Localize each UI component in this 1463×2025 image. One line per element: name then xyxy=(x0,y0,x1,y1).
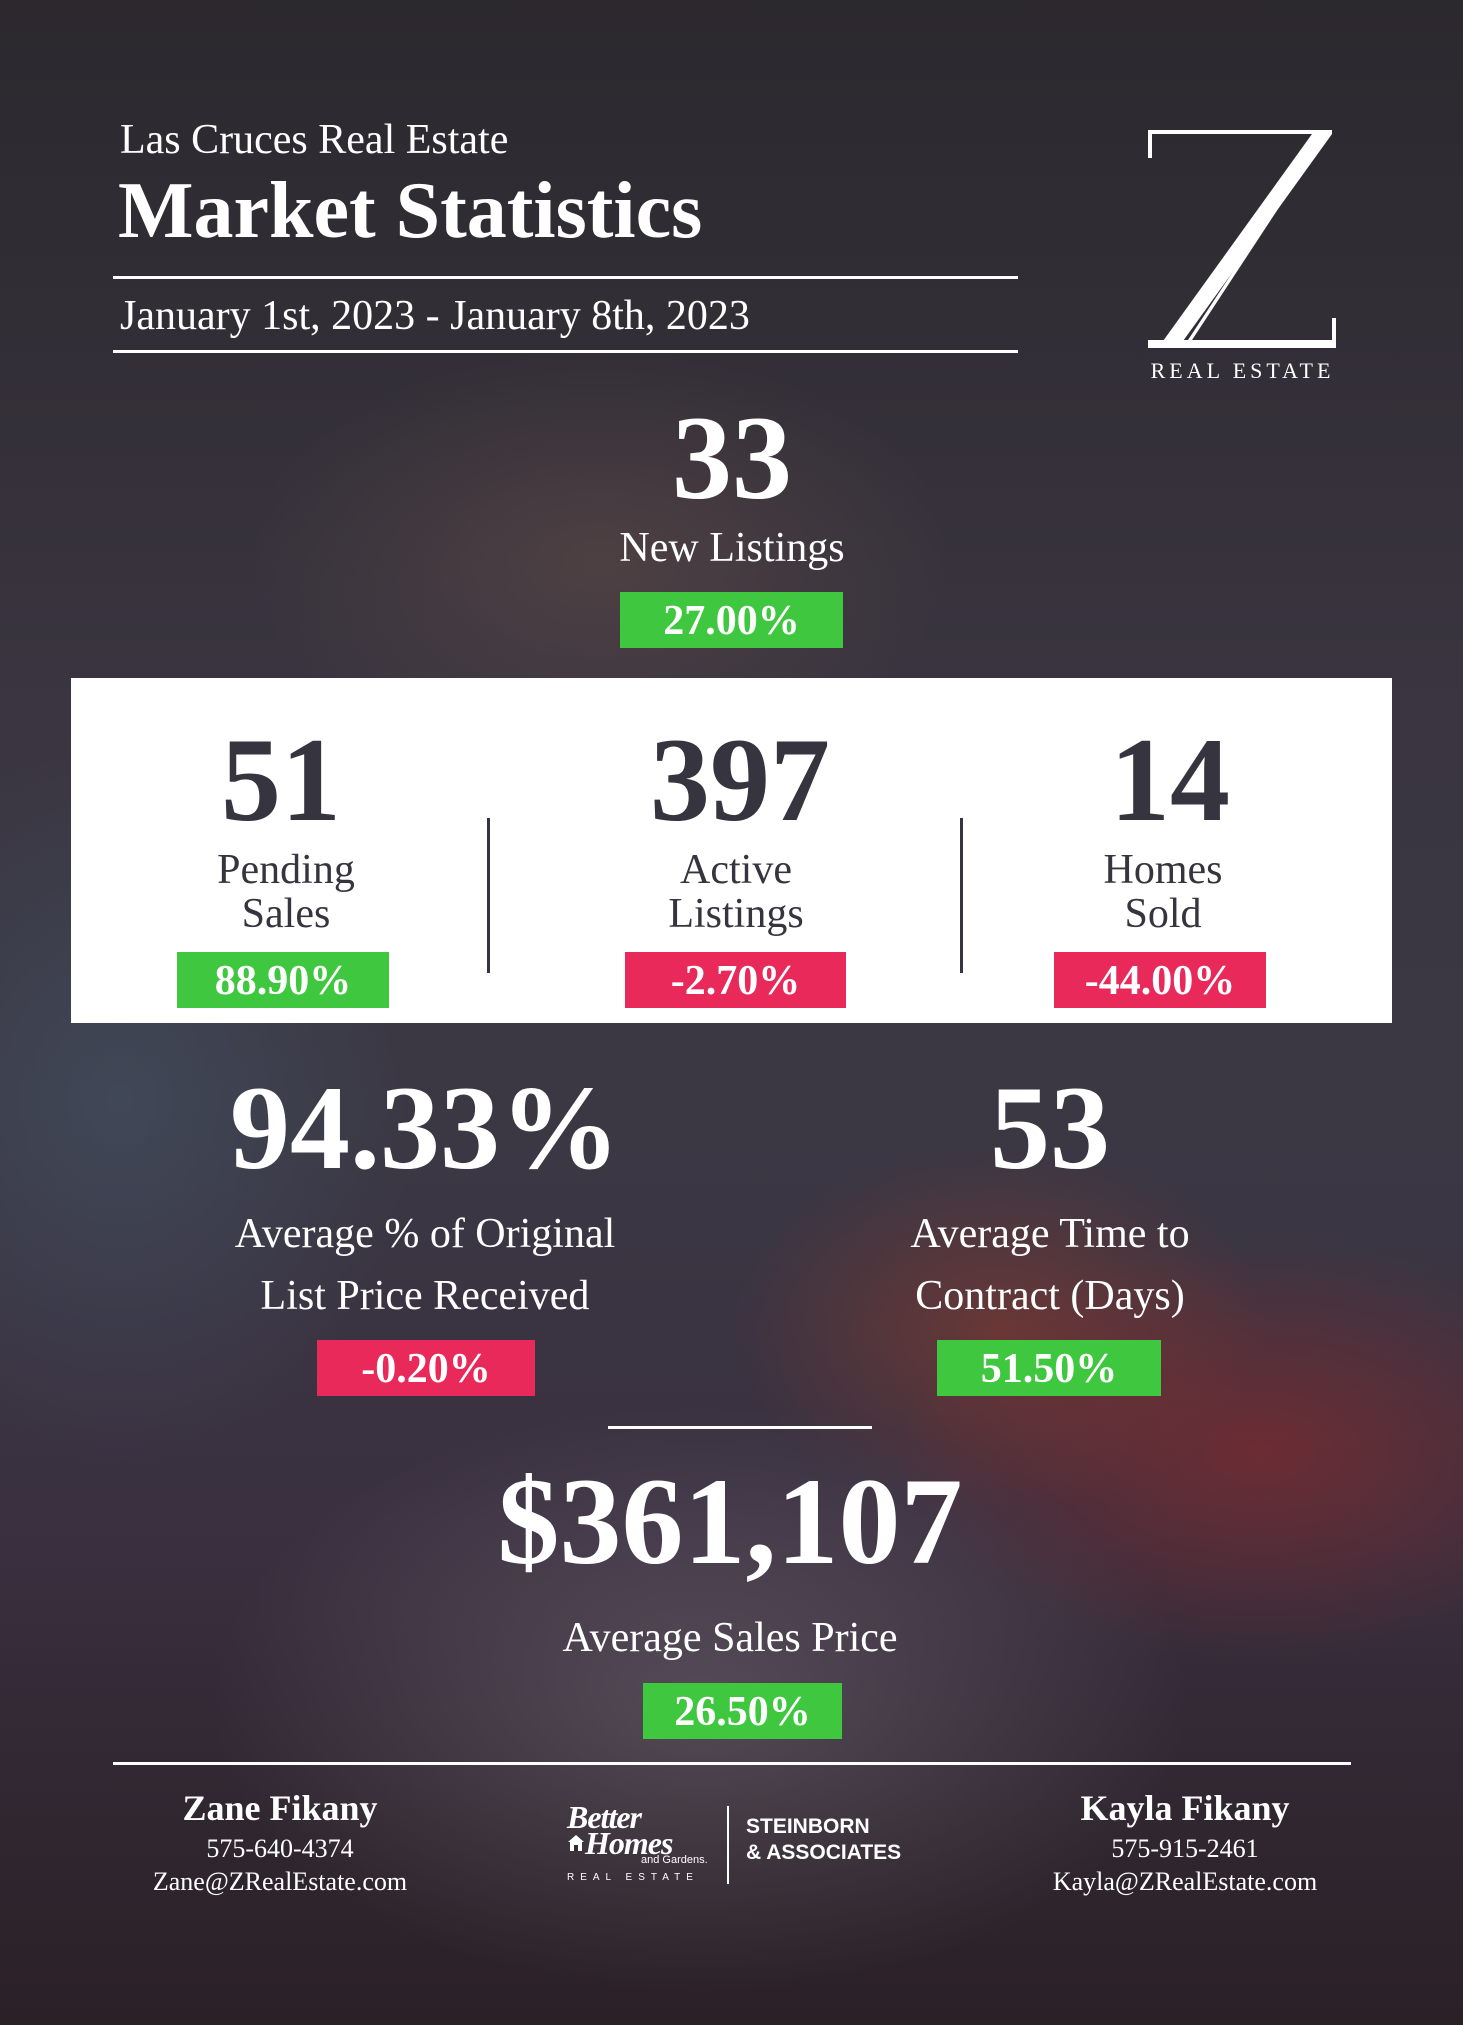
agent-phone[interactable]: 575-640-4374 xyxy=(206,1834,354,1863)
divider xyxy=(608,1426,872,1429)
average-sales-price-value: $361,107 xyxy=(497,1453,963,1590)
new-listings-value: 33 xyxy=(672,391,792,524)
homes-sold-change-badge: -44.00% xyxy=(1054,952,1266,1008)
pending-sales-value: 51 xyxy=(221,713,341,846)
active-listings-value: 397 xyxy=(650,713,830,846)
divider xyxy=(113,1762,1351,1765)
time-to-contract-change-badge: 51.50% xyxy=(937,1340,1161,1396)
z-logo xyxy=(1148,130,1336,348)
brokerage-logo: Better Homes and Gardens. REAL ESTATE xyxy=(565,1799,735,1892)
date-range: January 1st, 2023 - January 8th, 2023 xyxy=(120,293,750,339)
partner-name-line1: STEINBORN xyxy=(746,1815,870,1838)
pending-sales-label-line2: Sales xyxy=(241,891,331,937)
active-listings-label-line1: Active xyxy=(680,847,792,893)
average-sales-price-label: Average Sales Price xyxy=(562,1615,898,1661)
agent-name: Kayla Fikany xyxy=(1080,1788,1290,1828)
list-price-ratio-value: 94.33% xyxy=(230,1061,620,1194)
agent-name: Zane Fikany xyxy=(182,1788,378,1828)
page-title: Market Statistics xyxy=(118,167,703,255)
time-to-contract-value: 53 xyxy=(990,1061,1110,1194)
logo-text: REAL ESTATE xyxy=(1150,358,1335,383)
brokerage-logo-line4: REAL ESTATE xyxy=(567,1872,699,1883)
agent-email[interactable]: Kayla@ZRealEstate.com xyxy=(1052,1867,1318,1896)
region-kicker: Las Cruces Real Estate xyxy=(120,117,509,163)
homes-sold-value: 14 xyxy=(1110,713,1230,846)
time-to-contract-label-line2: Contract (Days) xyxy=(915,1273,1185,1319)
agent-email[interactable]: Zane@ZRealEstate.com xyxy=(152,1867,408,1896)
brokerage-logo-line2: Homes xyxy=(585,1825,673,1861)
pending-sales-label-line1: Pending xyxy=(217,847,355,893)
active-listings-label-line2: Listings xyxy=(668,891,804,937)
pending-sales-change-badge: 88.90% xyxy=(177,952,389,1008)
divider xyxy=(960,818,963,973)
brokerage-logo-line1: Better xyxy=(567,1799,642,1835)
new-listings-label: New Listings xyxy=(619,525,845,571)
list-price-ratio-label-line1: Average % of Original xyxy=(234,1211,616,1257)
homes-sold-label-line1: Homes xyxy=(1103,847,1223,893)
new-listings-change-badge: 27.00% xyxy=(620,592,843,648)
active-listings-change-badge: -2.70% xyxy=(625,952,846,1008)
homes-sold-label-line2: Sold xyxy=(1124,891,1202,937)
brokerage-logo-line3: and Gardens. xyxy=(641,1854,708,1866)
list-price-ratio-change-badge: -0.20% xyxy=(317,1340,535,1396)
divider xyxy=(727,1806,729,1884)
partner-name-line2: & ASSOCIATES xyxy=(746,1841,902,1864)
average-sales-price-change-badge: 26.50% xyxy=(643,1683,842,1739)
divider xyxy=(113,350,1018,353)
list-price-ratio-label-line2: List Price Received xyxy=(260,1273,590,1319)
house-icon xyxy=(568,1835,584,1851)
divider xyxy=(487,818,490,973)
time-to-contract-label-line1: Average Time to xyxy=(910,1211,1190,1257)
divider xyxy=(113,276,1018,279)
agent-phone[interactable]: 575-915-2461 xyxy=(1111,1834,1259,1863)
